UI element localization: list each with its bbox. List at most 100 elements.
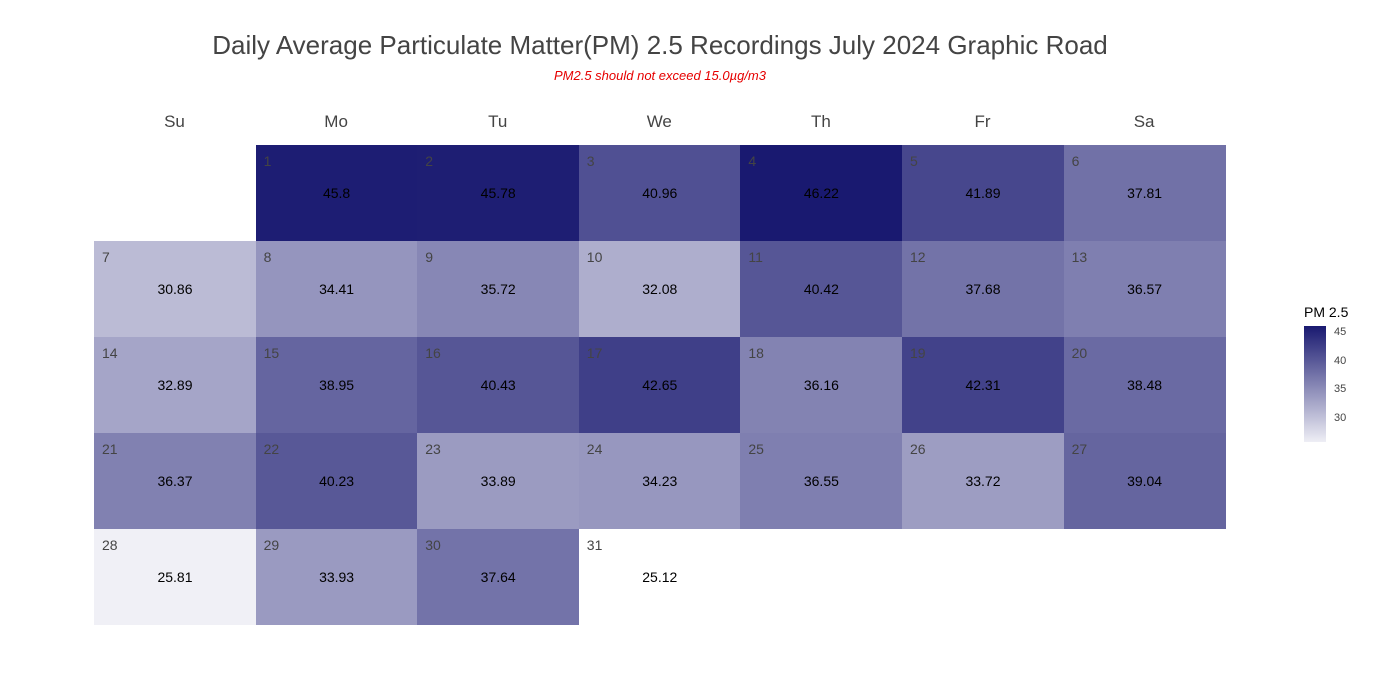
day-number: 11 bbox=[748, 249, 763, 265]
day-number: 30 bbox=[425, 537, 441, 553]
cell-value-label: 46.22 bbox=[803, 185, 839, 201]
legend-tick-label: 45 bbox=[1334, 325, 1347, 338]
day-number: 14 bbox=[102, 345, 118, 361]
day-number: 24 bbox=[586, 441, 603, 457]
calendar-cell: 22 40.23 bbox=[255, 433, 418, 529]
calendar-cell: 3 40.96 bbox=[578, 145, 741, 241]
day-number: 25 bbox=[748, 441, 764, 457]
legend-tick-label: 30 bbox=[1334, 412, 1347, 425]
day-number: 8 bbox=[263, 249, 272, 265]
day-number: 18 bbox=[748, 345, 764, 361]
calendar-cell: 9 35.72 bbox=[417, 241, 580, 337]
calendar-cell: 23 33.89 bbox=[417, 433, 580, 529]
weekday-label: Th bbox=[810, 112, 831, 131]
calendar-cell: 4 46.22 bbox=[740, 145, 903, 241]
cell-value-label: 25.12 bbox=[642, 569, 678, 585]
day-number: 29 bbox=[263, 537, 280, 553]
day-number: 23 bbox=[425, 441, 441, 457]
chart-title: Daily Average Particulate Matter(PM) 2.5… bbox=[212, 30, 1108, 60]
cell-value-label: 38.48 bbox=[1127, 377, 1163, 393]
cell-value-label: 37.81 bbox=[1127, 185, 1163, 201]
day-number: 7 bbox=[102, 249, 110, 265]
calendar-cell: 21 36.37 bbox=[94, 433, 256, 529]
calendar-cell: 5 41.89 bbox=[902, 145, 1064, 241]
cell-value-label: 39.04 bbox=[1127, 473, 1163, 489]
cell-value-label: 42.65 bbox=[642, 377, 678, 393]
day-number: 20 bbox=[1071, 345, 1088, 361]
cell-value-label: 37.64 bbox=[480, 569, 516, 585]
legend-color-bar bbox=[1304, 326, 1326, 442]
day-number: 19 bbox=[910, 345, 926, 361]
cell-value-label: 36.37 bbox=[157, 473, 193, 489]
calendar-cell: 20 38.48 bbox=[1063, 337, 1226, 433]
color-legend: PM 2.5 30 35 40 45 bbox=[1304, 304, 1349, 442]
cell-value-label: 35.72 bbox=[480, 281, 516, 297]
day-number: 31 bbox=[586, 537, 603, 553]
day-number: 16 bbox=[425, 345, 441, 361]
day-number: 1 bbox=[263, 153, 272, 169]
calendar-cell: 14 32.89 bbox=[94, 337, 256, 433]
day-number: 15 bbox=[263, 345, 280, 361]
calendar-cell: 30 37.64 bbox=[417, 529, 580, 625]
day-number: 10 bbox=[586, 249, 603, 265]
day-number: 28 bbox=[102, 537, 118, 553]
calendar-cell: 6 37.81 bbox=[1063, 145, 1226, 241]
weekday-label: Mo bbox=[324, 112, 348, 131]
calendar-cell: 12 37.68 bbox=[902, 241, 1064, 337]
calendar-cell: 16 40.43 bbox=[417, 337, 580, 433]
calendar-cell: 2 45.78 bbox=[417, 145, 580, 241]
calendar-cell: 18 36.16 bbox=[740, 337, 903, 433]
cell-value-label: 32.08 bbox=[642, 281, 678, 297]
weekday-label: We bbox=[646, 112, 672, 131]
day-number: 9 bbox=[425, 249, 433, 265]
calendar-cell: 1 45.8 bbox=[255, 145, 418, 241]
calendar-cell: 7 30.86 bbox=[94, 241, 256, 337]
cell-value-label: 34.23 bbox=[642, 473, 678, 489]
cell-value-label: 37.68 bbox=[965, 281, 1001, 297]
legend-title: PM 2.5 bbox=[1304, 304, 1349, 320]
cell-value-label: 40.43 bbox=[480, 377, 516, 393]
weekday-label: Fr bbox=[974, 112, 991, 131]
cell-value-label: 45.78 bbox=[480, 185, 516, 201]
calendar-cell: 29 33.93 bbox=[255, 529, 418, 625]
legend-tick-label: 40 bbox=[1334, 354, 1347, 367]
weekday-label: Sa bbox=[1133, 112, 1155, 131]
day-number: 26 bbox=[910, 441, 926, 457]
cell-value-label: 25.81 bbox=[157, 569, 193, 585]
cell-value-label: 36.16 bbox=[803, 377, 839, 393]
cell-value-label: 33.89 bbox=[480, 473, 516, 489]
chart-subtitle: PM2.5 should not exceed 15.0µg/m3 bbox=[553, 68, 766, 83]
cell-value-label: 42.31 bbox=[965, 377, 1001, 393]
cell-value-label: 33.72 bbox=[965, 473, 1001, 489]
cell-value-label: 32.89 bbox=[157, 377, 193, 393]
calendar-cell: 25 36.55 bbox=[740, 433, 903, 529]
cell-value-label: 40.96 bbox=[642, 185, 678, 201]
legend-tick-label: 35 bbox=[1334, 383, 1347, 396]
cell-value-label: 33.93 bbox=[319, 569, 355, 585]
cell-value-label: 36.55 bbox=[803, 473, 839, 489]
cell-value-label: 45.8 bbox=[322, 185, 351, 201]
day-number: 6 bbox=[1071, 153, 1080, 169]
cell-value-label: 34.41 bbox=[319, 281, 355, 297]
calendar-cell: 19 42.31 bbox=[902, 337, 1064, 433]
cell-value-label: 41.89 bbox=[965, 185, 1001, 201]
day-number: 5 bbox=[910, 153, 918, 169]
calendar-cell: 13 36.57 bbox=[1063, 241, 1226, 337]
calendar-cell: 17 42.65 bbox=[578, 337, 741, 433]
day-number: 13 bbox=[1071, 249, 1088, 265]
calendar-cell: 28 25.81 bbox=[94, 529, 256, 625]
day-number: 22 bbox=[263, 441, 280, 457]
calendar-cell: 27 39.04 bbox=[1063, 433, 1226, 529]
day-number: 21 bbox=[102, 441, 118, 457]
calendar-cell: 31 25.12 bbox=[579, 529, 741, 625]
day-number: 2 bbox=[425, 153, 433, 169]
cell-value-label: 40.42 bbox=[803, 281, 839, 297]
calendar-cell: 11 40.42 bbox=[740, 241, 903, 337]
cell-value-label: 40.23 bbox=[319, 473, 355, 489]
calendar-cell: 26 33.72 bbox=[902, 433, 1064, 529]
cell-value-label: 38.95 bbox=[319, 377, 355, 393]
cell-value-label: 36.57 bbox=[1127, 281, 1163, 297]
weekday-label: Su bbox=[164, 112, 185, 131]
calendar-cell: 8 34.41 bbox=[255, 241, 418, 337]
calendar-cell: 15 38.95 bbox=[255, 337, 418, 433]
